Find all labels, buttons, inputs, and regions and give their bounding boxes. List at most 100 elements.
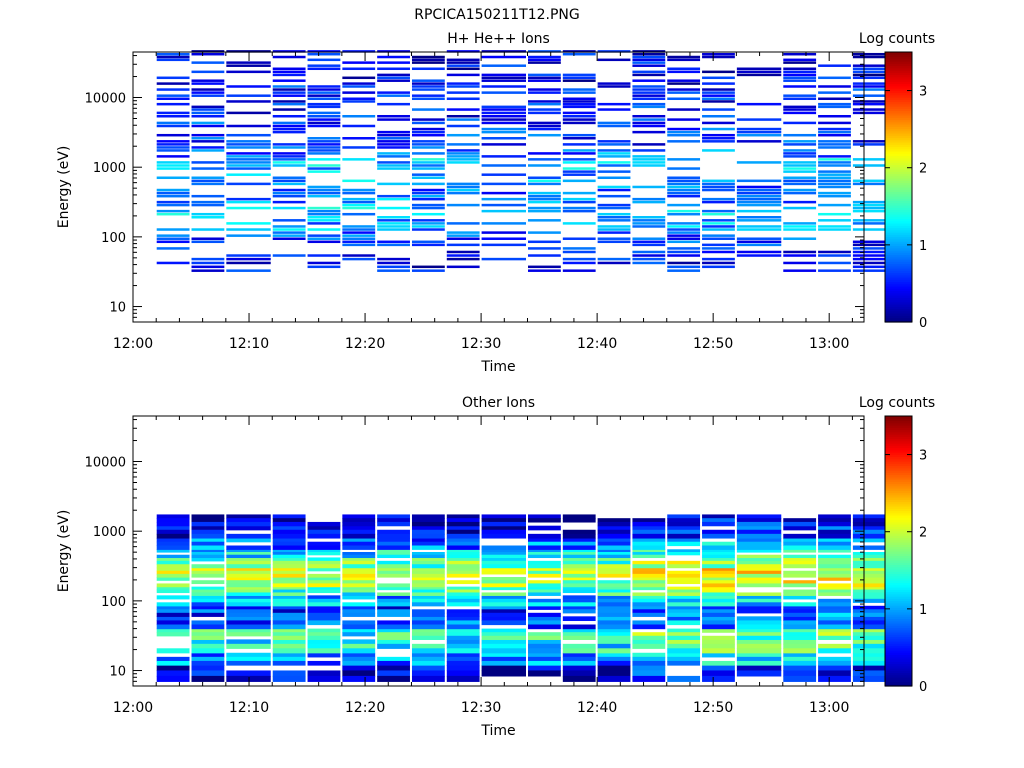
y-tick-label: 1000	[93, 525, 126, 540]
heatmap-cell	[632, 97, 666, 101]
heatmap-cell	[702, 91, 735, 94]
heatmap-cell	[377, 269, 410, 272]
x-tick-label: 12:10	[229, 336, 269, 352]
colorbar-step	[885, 313, 912, 316]
heatmap-cell	[852, 219, 885, 222]
heatmap-cell	[736, 216, 782, 219]
heatmap-cell	[528, 518, 561, 523]
heatmap-cell	[226, 514, 271, 519]
heatmap-cell	[562, 537, 596, 543]
heatmap-cell	[226, 94, 271, 97]
heatmap-cell	[191, 257, 225, 261]
heatmap-cell	[481, 643, 527, 649]
heatmap-cell	[411, 191, 445, 195]
heatmap-cell	[736, 73, 782, 77]
heatmap-cell	[736, 605, 782, 610]
heatmap-cell	[632, 216, 666, 219]
colorbar-step	[885, 234, 912, 238]
heatmap-cell	[481, 586, 527, 591]
heatmap-cell	[852, 250, 885, 254]
heatmap-cell	[783, 70, 817, 74]
heatmap-cell	[597, 598, 631, 603]
heatmap-cell	[818, 269, 851, 272]
heatmap-cell	[307, 114, 341, 118]
heatmap-cell	[528, 589, 561, 594]
heatmap-cell	[852, 580, 885, 585]
heatmap-cell	[852, 564, 885, 569]
heatmap-cell	[377, 194, 410, 198]
heatmap-cell	[481, 130, 527, 134]
heatmap-cell	[342, 234, 376, 237]
heatmap-cell	[667, 552, 701, 556]
heatmap-cell	[411, 188, 445, 192]
colorbar-step	[885, 207, 912, 211]
heatmap-cell	[702, 76, 735, 80]
heatmap-cell	[818, 616, 851, 622]
heatmap-cell	[411, 94, 445, 97]
heatmap-cell	[562, 660, 596, 666]
heatmap-cell	[818, 185, 851, 189]
colorbar-step	[885, 220, 912, 224]
heatmap-cell	[528, 108, 561, 111]
heatmap-cell	[191, 167, 225, 170]
heatmap-cell	[667, 605, 701, 610]
heatmap-cell	[307, 85, 341, 88]
heatmap-cell	[736, 639, 782, 645]
heatmap-cell	[342, 243, 376, 247]
heatmap-cell	[156, 167, 190, 170]
heatmap-cell	[818, 620, 851, 626]
heatmap-cell	[411, 577, 445, 581]
heatmap-cell	[307, 88, 341, 91]
heatmap-cell	[597, 102, 631, 106]
heatmap-cell	[377, 609, 410, 614]
heatmap-cell	[226, 143, 271, 146]
heatmap-cell	[852, 102, 885, 106]
heatmap-cell	[307, 137, 341, 140]
heatmap-cell	[597, 257, 631, 261]
colorbar-step	[885, 135, 912, 139]
heatmap-cell	[272, 554, 306, 559]
heatmap-cell	[702, 222, 735, 225]
heatmap-cell	[377, 76, 410, 80]
colorbar-step	[885, 292, 912, 296]
heatmap-cell	[377, 94, 410, 97]
heatmap-cell	[481, 583, 527, 588]
heatmap-cell	[667, 97, 701, 101]
heatmap-cell	[562, 586, 596, 591]
heatmap-cell	[307, 602, 341, 607]
heatmap-cell	[307, 228, 341, 231]
x-tick-label: 13:00	[809, 700, 849, 716]
heatmap-cell	[562, 670, 596, 677]
colorbar-step	[885, 63, 912, 67]
heatmap-cell	[481, 105, 527, 109]
colorbar-tick-label: 0	[919, 680, 927, 695]
heatmap-cell	[528, 100, 561, 103]
heatmap-cell	[736, 254, 782, 257]
heatmap-cell	[702, 243, 735, 247]
heatmap-cell	[528, 514, 561, 519]
heatmap-cell	[272, 100, 306, 103]
heatmap-cell	[597, 140, 631, 143]
heatmap-cell	[411, 108, 445, 111]
heatmap-cell	[481, 137, 527, 140]
colorbar-step	[885, 223, 912, 226]
heatmap-cell	[852, 560, 885, 565]
heatmap-cell	[377, 133, 410, 137]
colorbar-step	[885, 54, 912, 58]
heatmap-cell	[481, 76, 527, 80]
heatmap-cell	[597, 616, 631, 622]
heatmap-cell	[411, 176, 445, 180]
heatmap-cell	[852, 67, 885, 71]
heatmap-cell	[481, 560, 527, 565]
colorbar-step	[885, 650, 912, 653]
heatmap-cell	[272, 549, 306, 553]
heatmap-cell	[156, 632, 190, 637]
heatmap-cell	[307, 549, 341, 553]
heatmap-cell	[528, 525, 561, 531]
heatmap-cell	[342, 656, 376, 662]
heatmap-cell	[702, 598, 735, 603]
heatmap-cell	[783, 675, 817, 682]
heatmap-cell	[191, 609, 225, 614]
heatmap-cell	[632, 670, 666, 677]
heatmap-cell	[377, 79, 410, 82]
